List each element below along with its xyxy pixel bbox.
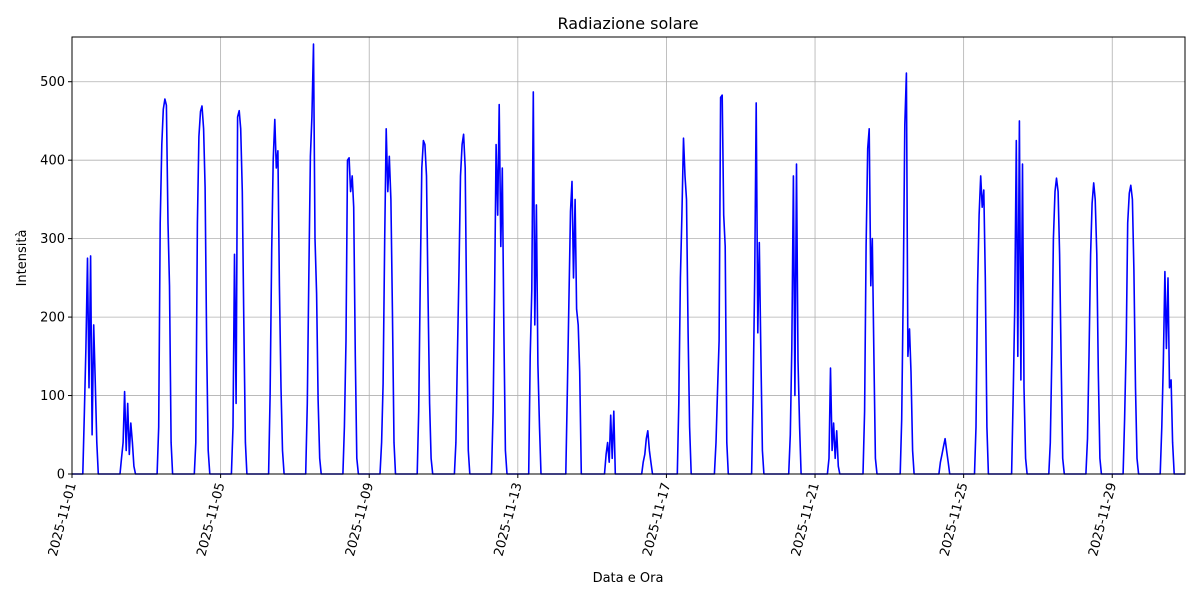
y-tick-label: 200 bbox=[40, 311, 65, 326]
y-axis-title: Intensità bbox=[15, 230, 30, 287]
y-tick-label: 0 bbox=[57, 468, 65, 483]
series-layer bbox=[72, 43, 1185, 475]
y-tick-label: 100 bbox=[40, 389, 65, 404]
chart-title: Radiazione solare bbox=[557, 14, 698, 33]
y-tick-label: 400 bbox=[40, 154, 65, 169]
series-line bbox=[72, 43, 1185, 475]
plot-frame bbox=[71, 36, 1186, 475]
y-tick-label: 500 bbox=[40, 75, 65, 90]
x-axis-title: Data e Ora bbox=[593, 571, 664, 586]
y-tick-label: 300 bbox=[40, 232, 65, 247]
y-axis-ticks: 0 100 200 300 400 500 bbox=[40, 75, 72, 483]
